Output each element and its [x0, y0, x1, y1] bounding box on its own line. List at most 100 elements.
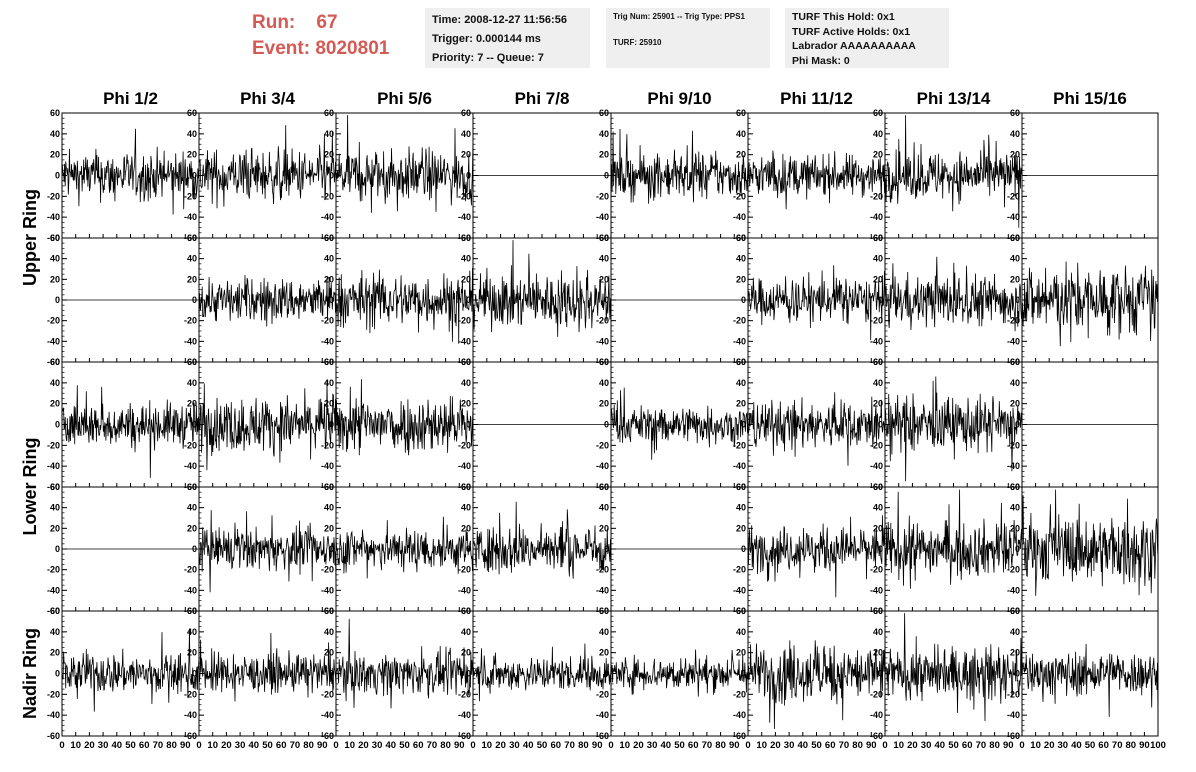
- y-tick-label: 0: [878, 669, 883, 679]
- waveform-trace: [747, 640, 886, 730]
- x-tick-label: 40: [386, 740, 397, 751]
- y-tick-label: -40: [184, 212, 197, 222]
- x-tick-label: 40: [798, 740, 809, 751]
- x-tick-label: 30: [1058, 740, 1069, 751]
- x-tick-label: 70: [702, 740, 713, 751]
- ring-label: Lower Ring: [20, 438, 40, 536]
- phi-column-header: Phi 5/6: [377, 89, 432, 108]
- x-tick-label: 10: [344, 740, 355, 751]
- y-tick-label: 20: [50, 648, 60, 658]
- y-tick-label: 60: [1010, 482, 1020, 492]
- x-tick-label: 50: [537, 740, 548, 751]
- y-tick-label: 40: [324, 129, 334, 139]
- y-tick-label: -40: [1007, 585, 1020, 595]
- waveform-trace: [472, 501, 612, 579]
- y-tick-label: 40: [187, 254, 197, 264]
- x-tick-label: 0: [333, 740, 338, 751]
- y-tick-label: 60: [873, 606, 883, 616]
- y-tick-label: -20: [733, 689, 746, 699]
- y-tick-label: -20: [458, 440, 471, 450]
- y-tick-label: 60: [1010, 233, 1020, 243]
- y-tick-label: 40: [599, 627, 609, 637]
- run-value: 67: [316, 12, 338, 33]
- waveform-trace: [198, 632, 337, 702]
- y-tick-label: -40: [733, 212, 746, 222]
- waveform-trace: [61, 128, 200, 215]
- event-label: Event:: [252, 38, 311, 59]
- y-tick-label: -60: [184, 731, 197, 741]
- y-tick-label: 20: [461, 523, 471, 533]
- y-tick-label: 40: [736, 503, 746, 513]
- y-tick-label: -40: [1007, 212, 1020, 222]
- x-tick-label: 10: [482, 740, 493, 751]
- x-tick-label: 80: [578, 740, 589, 751]
- x-tick-label: 40: [112, 740, 123, 751]
- y-tick-label: 40: [736, 254, 746, 264]
- y-tick-label: 60: [461, 108, 471, 118]
- x-tick-label: 90: [592, 740, 603, 751]
- y-tick-label: 60: [187, 482, 197, 492]
- y-tick-label: 60: [187, 606, 197, 616]
- phi-mask-line: Phi Mask: 0: [792, 54, 850, 67]
- y-tick-label: 40: [50, 627, 60, 637]
- y-tick-label: 40: [736, 627, 746, 637]
- y-tick-label: 0: [192, 171, 197, 181]
- x-tick-label: 60: [688, 740, 699, 751]
- x-tick-label: 0: [59, 740, 64, 751]
- y-tick-label: 60: [873, 108, 883, 118]
- y-tick-label: 0: [741, 544, 746, 554]
- y-tick-label: 0: [329, 171, 334, 181]
- y-tick-label: 60: [50, 482, 60, 492]
- y-tick-label: 40: [1010, 503, 1020, 513]
- y-tick-label: 40: [599, 503, 609, 513]
- x-tick-label: 70: [839, 740, 850, 751]
- y-tick-label: 60: [1010, 606, 1020, 616]
- x-tick-label: 20: [633, 740, 644, 751]
- waveform-trace: [335, 267, 474, 344]
- x-tick-label: 70: [153, 740, 164, 751]
- y-tick-label: 60: [461, 233, 471, 243]
- event-value: 8020801: [315, 38, 390, 59]
- x-tick-label: 80: [440, 740, 451, 751]
- turf-info-box: TURF This Hold: 0x1 TURF Active Holds: 0…: [785, 8, 949, 68]
- y-tick-label: 0: [1015, 544, 1020, 554]
- y-tick-label: 0: [55, 171, 60, 181]
- x-tick-label: 50: [262, 740, 273, 751]
- y-tick-label: 20: [461, 648, 471, 658]
- x-tick-label: 90: [1139, 740, 1150, 751]
- y-tick-label: 60: [873, 482, 883, 492]
- time-info-box: Time: 2008-12-27 11:56:56 Trigger: 0.000…: [425, 8, 590, 68]
- y-tick-label: 60: [187, 108, 197, 118]
- y-tick-label: 60: [1010, 357, 1020, 367]
- y-tick-label: 40: [461, 503, 471, 513]
- phi-column-header: Phi 3/4: [240, 89, 295, 108]
- phi-column-header: Phi 1/2: [103, 89, 158, 108]
- y-tick-label: 20: [736, 523, 746, 533]
- x-tick-label: 0: [470, 740, 475, 751]
- y-tick-label: 20: [461, 274, 471, 284]
- x-tick-label: 60: [962, 740, 973, 751]
- y-tick-label: -60: [458, 731, 471, 741]
- x-tick-label: 40: [249, 740, 260, 751]
- y-tick-label: 0: [466, 669, 471, 679]
- y-tick-label: -60: [1007, 731, 1020, 741]
- y-tick-label: -40: [596, 212, 609, 222]
- x-tick-label: 30: [235, 740, 246, 751]
- x-tick-label: 40: [661, 740, 672, 751]
- y-tick-label: 0: [1015, 420, 1020, 430]
- y-tick-label: -20: [184, 565, 197, 575]
- y-tick-label: 20: [1010, 150, 1020, 160]
- y-tick-label: -40: [870, 710, 883, 720]
- y-tick-label: 20: [324, 648, 334, 658]
- waveform-trace: [747, 150, 886, 210]
- y-tick-label: 60: [50, 606, 60, 616]
- x-tick-label: 60: [825, 740, 836, 751]
- y-tick-label: 20: [599, 523, 609, 533]
- y-tick-label: 60: [187, 233, 197, 243]
- x-tick-label: 0: [196, 740, 201, 751]
- y-tick-label: 20: [187, 648, 197, 658]
- y-tick-label: 20: [1010, 523, 1020, 533]
- x-tick-label: 20: [84, 740, 95, 751]
- phi-column-header: Phi 9/10: [647, 89, 711, 108]
- y-tick-label: 0: [741, 669, 746, 679]
